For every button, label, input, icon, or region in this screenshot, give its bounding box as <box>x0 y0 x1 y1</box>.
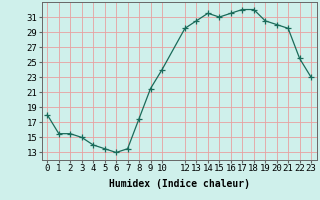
X-axis label: Humidex (Indice chaleur): Humidex (Indice chaleur) <box>109 179 250 189</box>
